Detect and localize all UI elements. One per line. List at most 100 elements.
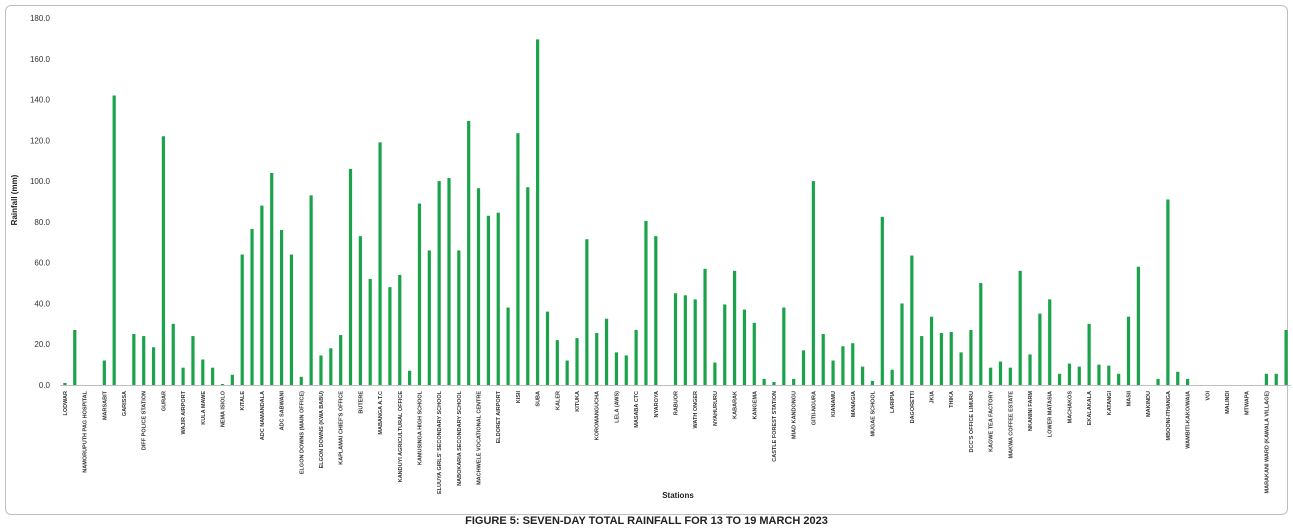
bar xyxy=(368,278,372,385)
bar xyxy=(476,188,481,385)
bar xyxy=(299,376,303,385)
y-tick-label: 80.0 xyxy=(34,218,50,227)
bar xyxy=(989,367,993,385)
bar xyxy=(496,212,500,385)
x-tick-label: WAJIR AIRPORT xyxy=(181,390,187,434)
figure-caption: FIGURE 5: SEVEN-DAY TOTAL RAINFALL FOR 1… xyxy=(465,515,828,527)
bar xyxy=(585,239,589,385)
y-tick-label: 180.0 xyxy=(30,14,51,23)
bar xyxy=(467,120,471,386)
x-tick-label: NAMORUPUTH PAG HOSPITAL xyxy=(83,390,89,472)
bar xyxy=(801,350,806,385)
bar xyxy=(575,338,579,385)
bar xyxy=(604,318,609,385)
x-tick-label: MASII xyxy=(1127,391,1133,407)
bar xyxy=(772,381,776,385)
bar xyxy=(230,374,234,385)
x-tick-label: MALINDI xyxy=(1225,391,1231,414)
bar xyxy=(1077,366,1081,385)
x-tick-label: KALER xyxy=(555,391,561,410)
bar xyxy=(309,195,313,385)
bar xyxy=(516,133,520,385)
bar xyxy=(742,309,747,385)
bar xyxy=(536,39,540,385)
x-tick-label: KABARAK xyxy=(733,391,739,419)
bar xyxy=(250,229,254,385)
x-tick-label: WAMBITI-KAKO/WAIA xyxy=(1186,391,1192,449)
bar xyxy=(142,336,146,385)
bar xyxy=(703,268,707,385)
bar xyxy=(358,236,362,385)
x-tick-label: MANAGIA xyxy=(851,391,857,417)
bar xyxy=(447,178,451,385)
x-tick-label: MUGAE SCHOOL xyxy=(870,390,876,436)
bar xyxy=(614,352,619,385)
bar xyxy=(319,355,323,385)
bar xyxy=(959,352,963,385)
y-tick-label: 40.0 xyxy=(34,299,50,308)
bar xyxy=(723,304,727,385)
y-tick-label: 160.0 xyxy=(30,55,51,64)
bar xyxy=(1156,378,1160,385)
bar xyxy=(171,323,175,385)
x-tick-label: JKIA xyxy=(930,391,936,404)
x-axis-ticks: LODWAR NAMORUPUTH PAG HOSPITAL MARSABIT GAR… xyxy=(63,390,1270,494)
bar xyxy=(713,362,717,385)
x-tick-label: ELGON DOWNS (KWA BABU) xyxy=(319,391,325,469)
x-tick-label: ELDORET AIRPORT xyxy=(496,390,502,443)
bar xyxy=(792,378,796,385)
x-tick-label: KAGWE TEA FACTORY xyxy=(989,391,995,452)
x-tick-label: DAGORETTI xyxy=(910,391,916,424)
bar xyxy=(378,142,382,385)
x-tick-label: LELA (AWS) xyxy=(614,391,620,423)
bar xyxy=(457,250,461,385)
x-tick-label: KAPLAMAI CHIEF'S OFFICE xyxy=(339,391,345,465)
y-tick-label: 20.0 xyxy=(34,340,50,349)
bar xyxy=(181,367,185,385)
bar xyxy=(1097,364,1101,385)
x-tick-label: KIANAMU xyxy=(831,391,837,417)
bar xyxy=(270,172,274,385)
bar xyxy=(398,274,402,385)
x-tick-label: MTWAPA xyxy=(1245,391,1251,415)
x-tick-label: SUBA xyxy=(536,391,542,407)
bar xyxy=(408,370,412,385)
bar xyxy=(1028,354,1032,385)
chart-bars xyxy=(63,39,1288,386)
x-tick-label: GITII-NGURA xyxy=(811,391,817,425)
x-tick-label: NABOKARIA SECONDARY SCHOOL xyxy=(457,390,463,485)
bar xyxy=(417,203,422,385)
bar xyxy=(782,307,786,385)
bar xyxy=(595,333,599,385)
x-axis-title: Stations xyxy=(662,491,694,500)
y-axis-ticks: 0.0 20.0 40.0 60.0 80.0 100.0 120.0 140.0 160.0 1… xyxy=(30,14,51,390)
x-tick-label: KULA MAWE xyxy=(201,391,207,425)
x-tick-label: MASABA CTC xyxy=(634,391,640,428)
x-tick-label: KITALE xyxy=(240,391,246,411)
bar xyxy=(752,322,756,385)
bar xyxy=(427,250,431,385)
bar xyxy=(910,255,914,385)
bar xyxy=(260,205,264,385)
x-tick-label: MAKWA COFFEE ESTATE xyxy=(1008,391,1014,459)
x-tick-label: MBOONI-ITHANGA xyxy=(1166,391,1172,441)
x-tick-label: ADC NAMANDALA xyxy=(260,391,266,440)
bar xyxy=(1136,266,1140,385)
bar xyxy=(279,230,284,385)
bar xyxy=(151,347,156,385)
x-tick-label: CASTLE FOREST STATION xyxy=(772,391,778,462)
bar xyxy=(870,380,875,385)
y-tick-label: 100.0 xyxy=(30,177,51,186)
bar xyxy=(545,311,550,385)
bar xyxy=(1087,323,1091,385)
bar xyxy=(220,383,225,385)
bar xyxy=(1186,378,1190,385)
bar xyxy=(73,329,77,385)
x-tick-label: GURAR xyxy=(161,391,167,411)
bar xyxy=(565,360,569,385)
bar xyxy=(732,270,737,385)
bar xyxy=(1274,373,1278,385)
bar xyxy=(211,367,215,385)
x-tick-label: LOWER MATASIA xyxy=(1048,391,1054,437)
bar xyxy=(191,336,195,385)
